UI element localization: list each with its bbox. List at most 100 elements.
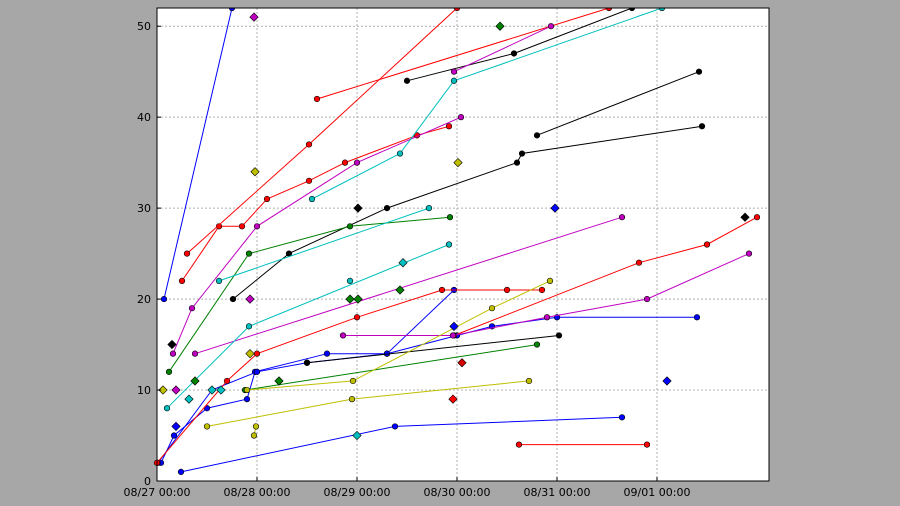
- y-axis: 0 10 20 30 40 50: [137, 20, 161, 488]
- diamond-marker: [249, 12, 259, 22]
- series: [303, 332, 563, 366]
- series: [533, 68, 703, 139]
- data-point: [450, 77, 458, 84]
- series-line: [316, 8, 610, 100]
- series: [160, 8, 236, 303]
- diamond-marker: [662, 376, 672, 386]
- data-point: [533, 132, 541, 139]
- series: [229, 123, 706, 303]
- x-tick-label: 08/29 00:00: [324, 486, 391, 499]
- diamond-marker: [274, 376, 284, 386]
- data-point: [341, 159, 349, 166]
- series-line: [218, 207, 430, 282]
- data-point: [308, 195, 316, 203]
- data-point: [229, 295, 237, 303]
- diamond-marker: [167, 339, 177, 350]
- data-point: [215, 223, 223, 230]
- diamond-marker: [171, 421, 181, 432]
- series-line: [536, 71, 700, 136]
- series: [177, 414, 626, 476]
- data-point: [228, 8, 236, 12]
- data-point: [238, 223, 246, 230]
- data-point: [243, 396, 251, 403]
- data-point: [170, 432, 178, 439]
- series-line: [157, 289, 455, 464]
- diamond-marker: [353, 203, 363, 213]
- diamond-marker: [353, 294, 363, 304]
- series: [165, 214, 454, 375]
- data-point: [245, 250, 253, 257]
- data-point: [203, 423, 211, 430]
- data-point: [191, 350, 199, 357]
- data-point: [450, 68, 458, 75]
- diamond-marker: [352, 430, 362, 441]
- data-point: [178, 277, 186, 284]
- series-line: [181, 125, 450, 282]
- data-point: [488, 305, 496, 312]
- diamond-marker: [398, 258, 408, 268]
- x-tick-label: 09/01 00:00: [624, 486, 691, 499]
- data-point: [303, 359, 311, 366]
- series: [308, 8, 666, 203]
- data-point: [547, 23, 555, 30]
- series-line: [306, 335, 560, 364]
- data-point: [252, 423, 260, 430]
- data-point: [618, 214, 626, 221]
- data-point: [503, 286, 511, 294]
- series: [250, 423, 260, 439]
- diamond-marker: [207, 385, 217, 395]
- series: [243, 277, 554, 394]
- data-point: [628, 8, 636, 12]
- data-point: [425, 205, 433, 212]
- data-point: [163, 405, 171, 412]
- data-point: [693, 314, 701, 321]
- data-point: [658, 8, 666, 12]
- data-point: [543, 314, 551, 321]
- data-point: [383, 205, 391, 212]
- diamond-marker: [740, 212, 750, 222]
- data-point: [453, 8, 461, 12]
- data-point: [223, 377, 231, 385]
- data-point: [438, 286, 446, 294]
- diamond-marker: [245, 349, 255, 359]
- series: [169, 114, 465, 357]
- data-point: [305, 177, 313, 184]
- data-point: [215, 277, 223, 284]
- y-tick-label: 40: [137, 111, 151, 124]
- data-point: [353, 314, 361, 321]
- diamond-marker: [158, 385, 168, 395]
- series-line: [232, 125, 703, 300]
- data-point: [643, 295, 651, 303]
- y-tick-label: 50: [137, 20, 151, 33]
- data-point: [618, 414, 626, 421]
- series-line: [244, 344, 538, 391]
- plot-area: [157, 8, 769, 481]
- data-point: [396, 150, 404, 157]
- data-point: [403, 77, 411, 84]
- diamond-marker: [171, 385, 181, 395]
- x-tick-label: 08/30 00:00: [424, 486, 491, 499]
- x-tick-label: 08/27 00:00: [124, 486, 191, 499]
- x-axis: 08/27 00:00 08/28 00:00 08/29 00:00 08/30 0…: [124, 477, 691, 499]
- x-tick-label: 08/28 00:00: [224, 486, 291, 499]
- series-line: [453, 216, 758, 336]
- series: [313, 8, 613, 103]
- data-point: [445, 241, 453, 248]
- series-line: [453, 25, 552, 73]
- data-point: [160, 295, 168, 303]
- diamond-marker: [495, 21, 505, 31]
- diamond-marker: [395, 285, 405, 295]
- series: [183, 8, 461, 257]
- data-point: [698, 123, 706, 130]
- data-point: [313, 95, 321, 103]
- diamond-marker: [448, 394, 458, 404]
- x-tick-label: 08/31 00:00: [524, 486, 591, 499]
- data-point: [643, 441, 651, 448]
- diamond-marker: [216, 385, 226, 395]
- diamond-marker: [345, 294, 355, 304]
- data-point: [169, 350, 177, 357]
- series-line: [194, 216, 623, 355]
- data-point: [457, 114, 465, 121]
- data-point: [348, 396, 356, 403]
